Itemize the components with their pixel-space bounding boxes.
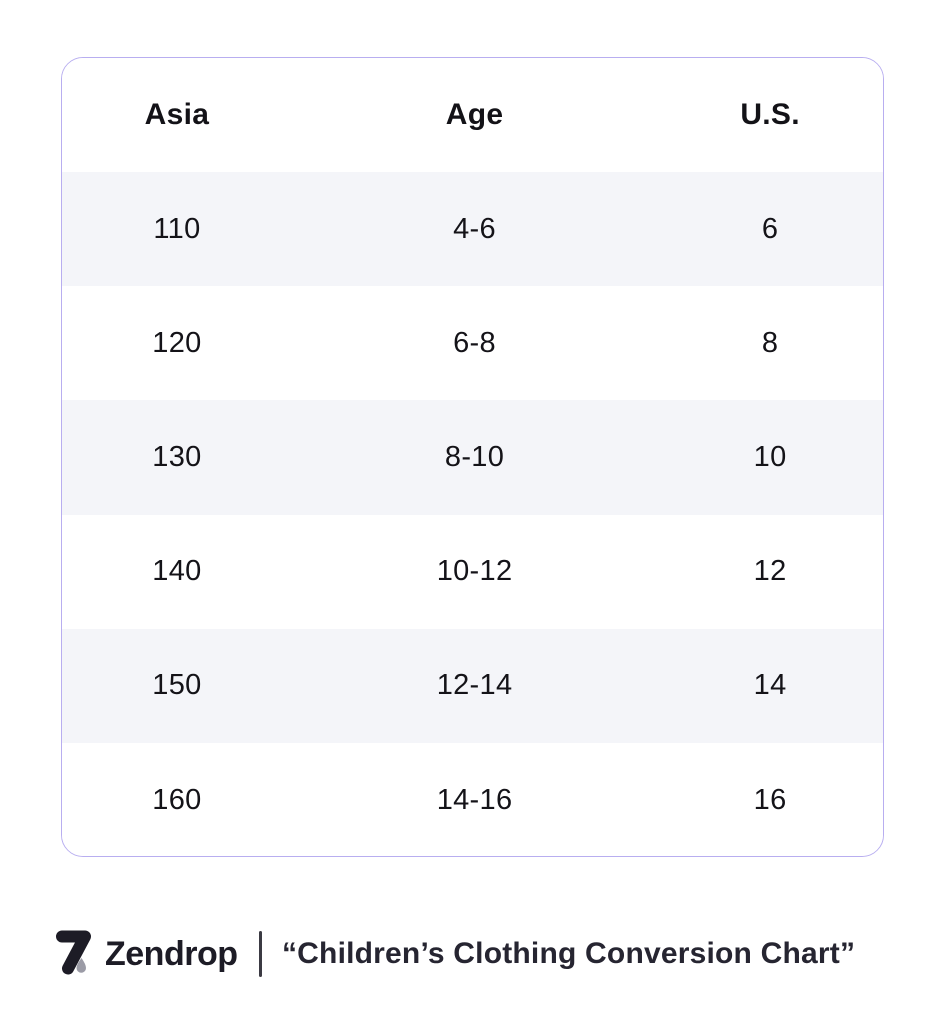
table-row: 160 14-16 16 [62,742,883,856]
table-cell: 6-8 [453,326,496,359]
brand-name: Zendrop [105,934,238,973]
table-cell: 10-12 [436,555,513,588]
zendrop-logo-icon [55,929,93,979]
column-header-asia: Asia [144,98,210,131]
table-cell: 150 [152,669,202,702]
column-header-us: U.S. [740,98,800,131]
table-cell: 120 [152,326,202,359]
table-row: 150 12-14 14 [62,628,883,743]
table-cell: 12-14 [436,669,513,702]
table-body: 110 4-6 6 120 6-8 8 130 8-10 10 140 10-12 12 150 12-1… [62,172,883,856]
table-row: 120 6-8 8 [62,286,883,401]
conversion-table: Asia Age U.S. 110 4-6 6 120 6-8 8 130 8-10 10 140… [61,57,884,857]
table-cell: 160 [152,783,202,816]
table-cell: 8 [761,326,779,359]
table-row: 140 10-12 12 [62,514,883,629]
table-row: 110 4-6 6 [62,172,883,287]
table-cell: 6 [761,212,779,245]
footer-divider [259,931,262,977]
footer-attribution: Zendrop “Children’s Clothing Conversion … [55,924,855,984]
table-cell: 4-6 [453,212,496,245]
table-row: 130 8-10 10 [62,400,883,515]
table-header-row: Asia Age U.S. [62,58,883,172]
caption-text: “Children’s Clothing Conversion Chart” [281,937,856,970]
table-cell: 14-16 [436,783,513,816]
column-header-age: Age [445,98,504,131]
table-cell: 130 [152,440,202,473]
table-cell: 12 [753,555,787,588]
table-cell: 14 [753,669,787,702]
table-cell: 8-10 [444,440,505,473]
table-cell: 10 [753,440,787,473]
table-cell: 16 [753,783,787,816]
table-cell: 140 [152,555,202,588]
table-cell: 110 [153,212,201,245]
